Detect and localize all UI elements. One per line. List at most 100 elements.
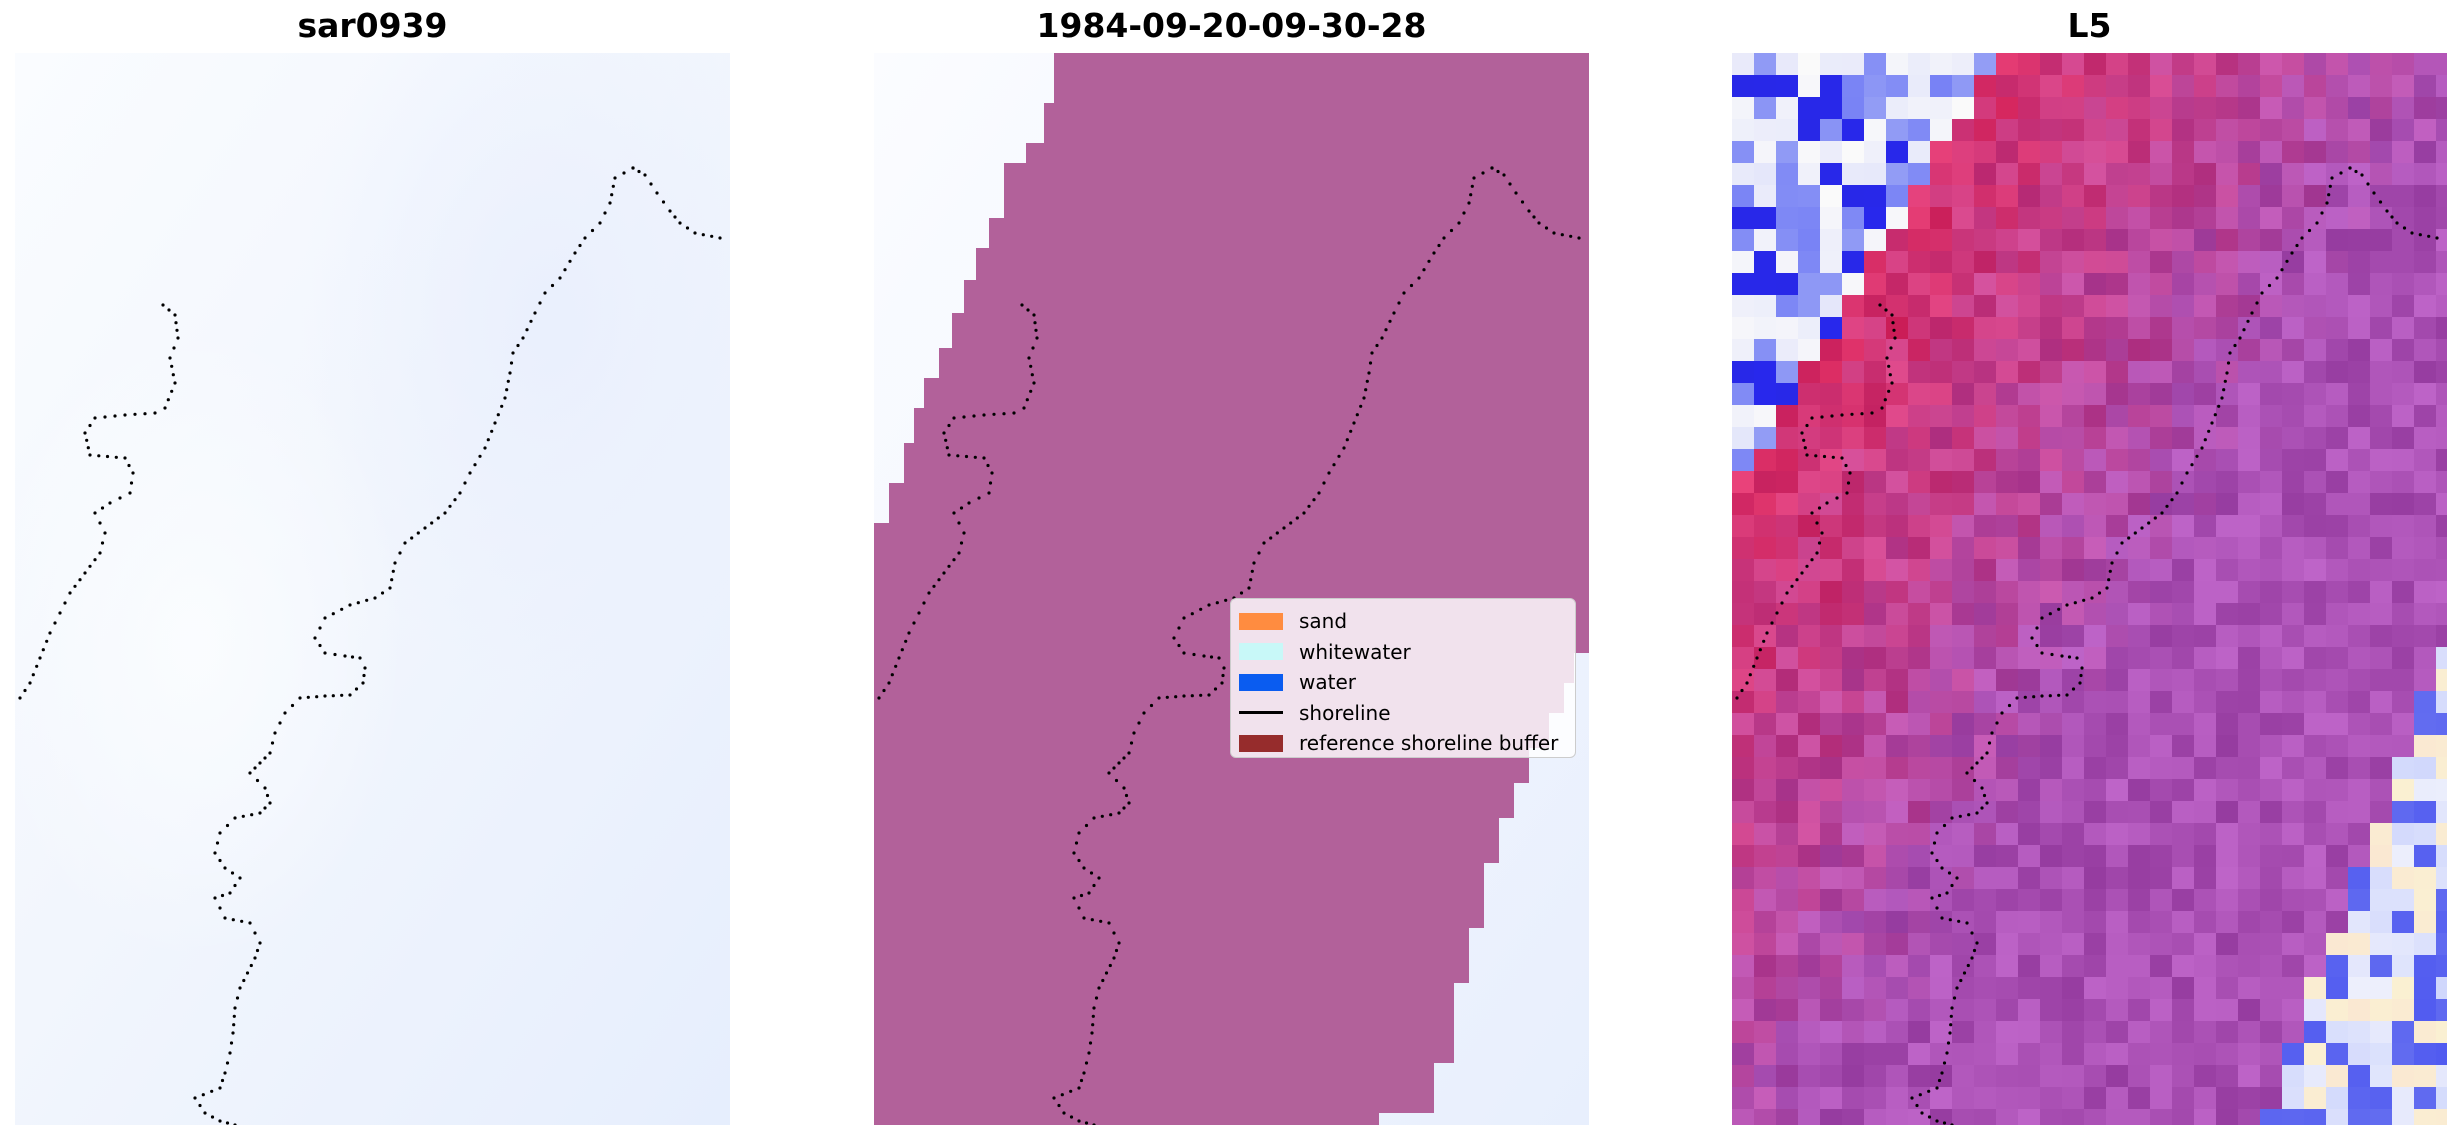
shoreline-point xyxy=(942,571,946,575)
shoreline-point xyxy=(508,371,512,375)
shoreline-point xyxy=(1032,381,1036,385)
shoreline-point xyxy=(128,491,132,495)
shoreline-point xyxy=(2185,471,2189,475)
shoreline-point xyxy=(1282,526,1286,530)
shoreline-point xyxy=(1889,346,1893,350)
shoreline-point xyxy=(1987,741,1992,745)
legend-label-sand: sand xyxy=(1299,609,1348,634)
shoreline-point xyxy=(1457,221,1461,225)
shoreline-point xyxy=(1090,1031,1094,1035)
shoreline-point xyxy=(952,558,956,562)
shoreline-point xyxy=(1107,771,1111,775)
shoreline-point xyxy=(1221,673,1225,678)
shoreline-point xyxy=(1082,1071,1086,1075)
shoreline-point xyxy=(1174,695,1178,699)
shoreline-point xyxy=(649,182,653,186)
shoreline-point xyxy=(93,416,97,420)
shoreline-point xyxy=(1860,412,1864,416)
shoreline-point xyxy=(1295,516,1299,520)
shoreline-point xyxy=(343,654,347,658)
shoreline-point xyxy=(1740,688,1744,693)
legend-item-whitewater: whitewater xyxy=(1239,637,1565,668)
shoreline-point xyxy=(1127,801,1131,805)
shoreline-point xyxy=(453,498,457,502)
shoreline-point xyxy=(959,506,964,510)
shoreline-point xyxy=(1552,231,1556,235)
shoreline-point xyxy=(583,236,587,240)
shoreline-point xyxy=(962,531,966,535)
shoreline-point xyxy=(173,313,177,317)
shoreline-point xyxy=(1762,639,1766,643)
shoreline-point xyxy=(1368,361,1373,365)
shoreline-point xyxy=(354,687,359,691)
shoreline-point xyxy=(1307,504,1311,508)
shoreline-point xyxy=(1758,648,1762,652)
shoreline-point xyxy=(430,521,434,525)
shoreline-point xyxy=(218,858,222,863)
shoreline-point xyxy=(1392,311,1396,315)
shoreline-point xyxy=(245,971,250,975)
shoreline-point xyxy=(127,463,131,468)
shoreline-point xyxy=(1949,1023,1953,1027)
shoreline-point xyxy=(1780,601,1784,605)
shoreline-point xyxy=(1137,721,1141,725)
shoreline-point xyxy=(2110,561,2114,565)
shoreline-point xyxy=(53,621,57,625)
shoreline-point xyxy=(2280,268,2284,272)
shoreline-point xyxy=(153,411,157,415)
shoreline-point xyxy=(48,631,52,635)
shoreline-point xyxy=(315,695,319,699)
shoreline-point xyxy=(240,919,244,923)
legend-swatch-reference-buffer xyxy=(1239,734,1283,752)
shoreline-point xyxy=(2078,681,2082,685)
shoreline-point xyxy=(2007,703,2012,708)
shoreline-point xyxy=(171,373,175,377)
shoreline-point xyxy=(1560,233,1564,237)
shoreline-point xyxy=(380,591,385,595)
shoreline-point xyxy=(215,841,220,845)
sar-image-panel xyxy=(15,53,730,1125)
shoreline-point xyxy=(85,438,89,442)
shoreline-point xyxy=(673,215,677,219)
shoreline-point xyxy=(533,311,537,315)
shoreline-point xyxy=(973,455,977,459)
shoreline-point xyxy=(2050,652,2054,657)
shoreline-point xyxy=(1845,491,1849,495)
legend-item-reference-buffer: reference shoreline buffer xyxy=(1239,728,1565,759)
shoreline-point xyxy=(1380,336,1384,340)
shoreline-point xyxy=(373,596,377,600)
shoreline-point xyxy=(1748,673,1752,677)
shoreline-point xyxy=(1952,996,1957,1000)
shoreline-point xyxy=(1100,814,1104,818)
shoreline-point xyxy=(1199,607,1203,611)
legend-label-reference-buffer: reference shoreline buffer xyxy=(1299,731,1559,756)
shoreline-point xyxy=(1985,751,1989,755)
shoreline-point xyxy=(423,526,427,530)
shoreline-point xyxy=(323,651,327,655)
shoreline-point xyxy=(2120,541,2124,545)
shoreline-point xyxy=(2233,343,2237,348)
shoreline-point xyxy=(1795,578,1799,582)
shoreline-point xyxy=(2290,251,2294,255)
shoreline-point xyxy=(1880,406,1884,410)
shoreline-point xyxy=(268,801,272,805)
shoreline-point xyxy=(225,1121,230,1125)
shoreline-point xyxy=(511,351,515,355)
shoreline-point xyxy=(170,389,174,393)
shoreline-point xyxy=(947,564,951,568)
shoreline-point xyxy=(1302,511,1306,515)
shoreline-point xyxy=(231,1031,235,1035)
shoreline-point xyxy=(241,814,245,818)
shoreline-point xyxy=(1217,656,1221,660)
shoreline-point xyxy=(987,491,991,495)
shoreline-point xyxy=(1940,866,1944,870)
shoreline-point xyxy=(1958,814,1962,818)
shoreline-point xyxy=(2360,173,2364,177)
shoreline-point xyxy=(2060,654,2064,658)
shoreline-point xyxy=(1945,1051,1949,1055)
shoreline-points xyxy=(877,166,1581,1125)
shoreline-point xyxy=(1257,551,1261,555)
shoreline-point xyxy=(1101,978,1105,983)
shoreline-point xyxy=(2190,463,2194,467)
shoreline-point xyxy=(678,221,682,225)
